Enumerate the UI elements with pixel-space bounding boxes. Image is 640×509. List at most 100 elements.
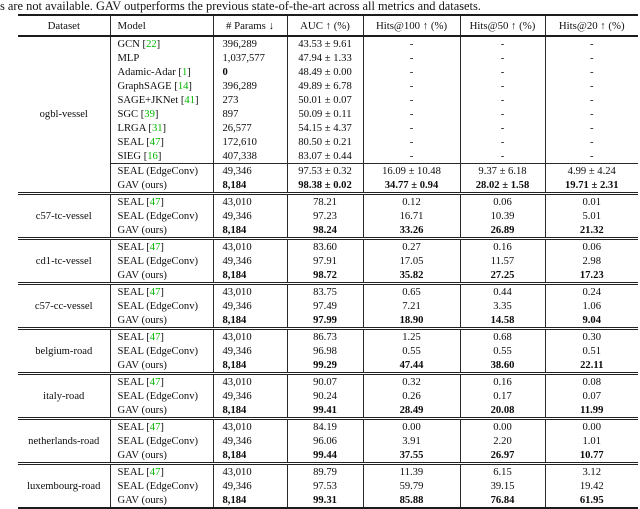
citation-number[interactable]: 41 <box>184 94 195 106</box>
params-cell: 49,346 <box>212 479 287 493</box>
citation-number[interactable]: 39 <box>144 108 155 120</box>
hits50-cell: 3.35 <box>459 299 545 313</box>
hits100-cell: 59.79 <box>362 479 460 493</box>
hits20-cell: 0.06 <box>544 238 638 254</box>
citation-bracket: ] <box>160 466 164 478</box>
citation-number[interactable]: 14 <box>177 80 189 92</box>
hits50-cell: - <box>459 135 545 149</box>
model-name: SEAL <box>117 421 144 433</box>
table-row: GAV (ours) 8,184 99.41 28.49 20.08 11.99 <box>18 403 638 419</box>
citation-number[interactable]: 22 <box>146 38 157 50</box>
params-cell: 8,184 <box>212 268 287 284</box>
hits20-cell: 3.12 <box>544 463 638 479</box>
citation-number[interactable]: 1 <box>181 66 188 78</box>
citation-number[interactable]: 16 <box>147 150 158 162</box>
hits50-cell: 20.08 <box>459 403 545 419</box>
model-name: SEAL <box>117 466 144 478</box>
citation-number[interactable]: 47 <box>149 241 161 253</box>
hits20-cell: 0.01 <box>544 193 638 209</box>
dataset-label: belgium-road <box>35 345 93 357</box>
column-header-auc: AUC ↑ (%) <box>286 15 363 36</box>
hits20-cell: 19.42 <box>544 479 638 493</box>
table-row: GAV (ours) 8,184 99.44 37.55 26.97 10.77 <box>18 448 638 464</box>
citation-bracket: ] <box>154 108 159 120</box>
citation-number[interactable]: 47 <box>149 136 161 148</box>
model-cell: GAV (ours) <box>109 493 213 508</box>
params-cell: 407,338 <box>212 149 287 164</box>
dataset-label: c57-tc-vessel <box>35 210 92 222</box>
hits100-cell: 33.26 <box>362 223 460 239</box>
citation-bracket: [ <box>178 94 185 106</box>
model-name: LRGA <box>117 122 146 134</box>
model-cell: MLP <box>109 51 213 65</box>
hits20-cell: 9.04 <box>544 313 638 329</box>
hits50-cell: - <box>459 107 545 121</box>
table-row: c57-cc-vessel SEAL [47] 43,010 83.75 0.65 0.4… <box>18 283 638 312</box>
hits20-cell: - <box>544 36 638 51</box>
hits50-cell: 28.02 ± 1.58 <box>459 178 545 194</box>
citation-number[interactable]: 47 <box>149 466 161 478</box>
params-cell: 49,346 <box>212 299 287 313</box>
params-cell: 49,346 <box>212 254 287 268</box>
table-row: GraphSAGE [14] 396,289 49.89 ± 6.78- - - <box>18 79 638 93</box>
hits20-cell: 0.30 <box>544 328 638 344</box>
auc-cell: 47.94 ± 1.33 <box>286 51 363 65</box>
params-cell: 8,184 <box>212 223 287 239</box>
hits20-cell: - <box>544 79 638 93</box>
citation-bracket: ] <box>160 196 164 208</box>
table-caption: s are not available. GAV outperforms the… <box>0 0 481 13</box>
hits50-cell: 11.57 <box>459 254 545 268</box>
params-cell: 49,346 <box>212 163 287 178</box>
auc-cell: 97.91 <box>286 254 363 268</box>
column-header-params: # Params ↓ <box>212 15 287 36</box>
hits100-cell: - <box>362 36 460 51</box>
model-name: SEAL <box>117 286 144 298</box>
auc-cell: 97.49 <box>286 299 363 313</box>
citation-number[interactable]: 47 <box>149 286 161 298</box>
hits50-cell: 6.15 <box>459 463 545 479</box>
table-row: SEAL (EdgeConv) 49,346 96.06 3.91 2.20 1.01 <box>18 434 638 448</box>
hits100-cell: - <box>362 149 460 164</box>
citation-number[interactable]: 47 <box>149 331 161 343</box>
auc-cell: 99.44 <box>286 448 363 464</box>
citation-number[interactable]: 47 <box>149 376 161 388</box>
hits100-cell: - <box>362 79 460 93</box>
citation-bracket: [ <box>143 136 150 148</box>
auc-cell: 99.29 <box>286 358 363 374</box>
model-name: GAV (ours) <box>117 359 167 371</box>
hits20-cell: 61.95 <box>544 493 638 508</box>
model-cell: Adamic-Adar [1] <box>109 65 213 79</box>
dataset-label: luxembourg-road <box>27 480 101 492</box>
hits50-cell: 0.00 <box>459 418 545 434</box>
model-cell: SEAL (EdgeConv) <box>109 389 213 403</box>
hits50-cell: 0.44 <box>459 283 545 299</box>
table-row: belgium-road SEAL [47] 43,010 86.73 1.25 0.68… <box>18 328 638 357</box>
auc-cell: 98.24 <box>286 223 363 239</box>
hits20-cell: - <box>544 65 638 79</box>
params-cell: 1,037,577 <box>212 51 287 65</box>
params-cell: 49,346 <box>212 434 287 448</box>
model-cell: SEAL (EdgeConv) <box>109 254 213 268</box>
citation-bracket: ] <box>160 376 164 388</box>
citation-bracket: ] <box>160 331 164 343</box>
hits20-cell: 5.01 <box>544 209 638 223</box>
model-cell: SEAL [47] <box>109 238 213 254</box>
auc-cell: 54.15 ± 4.37 <box>286 121 363 135</box>
citation-number[interactable]: 47 <box>149 196 161 208</box>
citation-number[interactable]: 31 <box>151 122 163 134</box>
auc-cell: 99.41 <box>286 403 363 419</box>
citation-number[interactable]: 47 <box>149 421 161 433</box>
model-cell: SEAL (EdgeConv) <box>109 209 213 223</box>
model-name: SEAL <box>117 376 144 388</box>
hits100-cell: 18.90 <box>362 313 460 329</box>
table-row: SIEG [16] 407,338 83.07 ± 0.44- - - <box>18 149 638 164</box>
table-body: ogbl-vessel GCN [22] 396,289 43.53 ± 9.61- -… <box>18 36 638 508</box>
table-row: SAGE+JKNet [41] 273 50.01 ± 0.07- - - <box>18 93 638 107</box>
hits100-cell: - <box>362 121 460 135</box>
hits20-cell: 0.24 <box>544 283 638 299</box>
hits50-cell: 2.20 <box>459 434 545 448</box>
table-row: SEAL (EdgeConv) 49,346 97.49 7.21 3.35 1.06 <box>18 299 638 313</box>
table-row: netherlands-road SEAL [47] 43,010 84.19 0.00… <box>18 418 638 447</box>
model-name: SIEG <box>117 150 142 162</box>
hits100-cell: 3.91 <box>362 434 460 448</box>
